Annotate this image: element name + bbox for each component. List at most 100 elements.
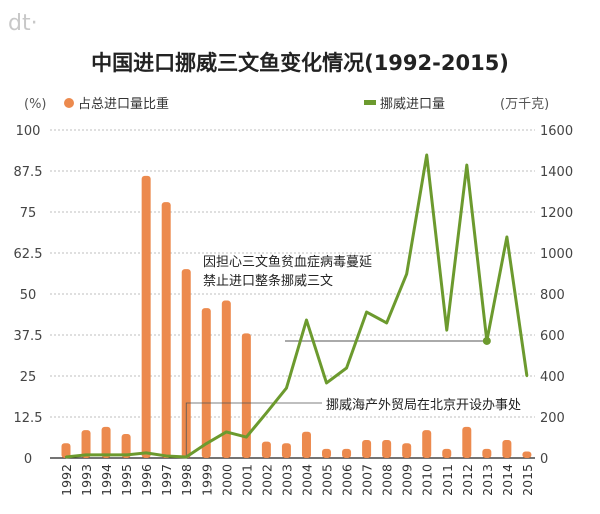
line-point-2002 [265,411,268,415]
bar-2015 [522,451,532,458]
left-tick-label: 100 [16,124,41,139]
line-point-1994 [104,453,108,457]
x-tick-label: 2012 [460,464,475,496]
line-point-2006 [345,366,348,370]
right-tick-label: 400 [540,370,565,385]
line-point-2013 [482,336,491,345]
x-tick-label: 2014 [500,464,515,496]
right-tick-label: 1600 [540,124,573,139]
line-point-2007 [365,310,368,314]
bar-1994 [101,426,111,458]
bar-2003 [281,443,291,458]
x-tick-label: 2004 [299,464,314,496]
bar-1998 [181,269,191,458]
bar-2002 [261,441,271,458]
line-point-2012 [465,163,468,167]
left-tick-label: 0 [24,452,32,467]
bar-2008 [382,439,392,458]
bar-1996 [141,175,151,459]
bar-2006 [342,448,352,458]
annotation-office: 挪威海产外贸局在北京开设办事处 [326,398,521,413]
line-point-2009 [405,272,408,276]
line-point-1999 [205,442,208,445]
left-tick-label: 37.5 [14,329,43,344]
x-tick-label: 1995 [119,464,134,496]
line-point-2011 [445,328,448,332]
x-tick-label: 2001 [239,464,254,496]
right-tick-label: 1400 [540,165,573,180]
line-point-1995 [124,453,128,457]
x-tick-label: 1994 [99,464,114,496]
annotation-ban-line2: 禁止进口整条挪威三文 [203,273,333,289]
right-tick-label: 1200 [540,206,573,221]
bar-2004 [301,431,311,458]
x-tick-label: 2008 [380,464,395,496]
x-tick-label: 2002 [259,464,274,496]
legend-line-swatch [364,100,376,105]
line-point-1992 [64,455,68,459]
import-volume-line [65,153,529,459]
logo: dt· [8,11,38,36]
x-tick-label: 2015 [520,464,535,496]
line-point-2000 [225,430,228,434]
annotation-line-office [185,402,322,458]
line-point-2014 [505,235,509,239]
left-tick-label: 75 [20,206,37,221]
x-tick-label: 2011 [440,464,455,496]
x-tick-label: 1996 [139,464,154,496]
bar-2011 [442,448,452,458]
bar-2014 [502,439,512,458]
x-tick-label: 2009 [400,464,415,496]
bar-2009 [402,443,412,458]
right-tick-label: 600 [540,329,565,344]
bar-2010 [422,430,432,458]
right-tick-label: 0 [540,452,548,467]
x-tick-label: 2013 [480,464,495,496]
left-tick-label: 25 [20,370,37,385]
right-axis-unit: (万千克) [500,97,549,112]
left-tick-label: 50 [20,288,37,303]
left-tick-label: 62.5 [14,247,43,262]
chart-title: 中国进口挪威三文鱼变化情况(1992-2015) [91,51,509,75]
x-tick-label: 2000 [219,464,234,496]
x-tick-label: 1997 [159,464,174,496]
line-point-1998 [185,455,188,459]
bar-2001 [241,333,251,458]
bar-2000 [221,300,231,458]
right-tick-label: 800 [540,288,565,303]
left-tick-label: 12.5 [14,411,43,426]
bar-1992 [61,443,71,458]
legend-bar-label: 占总进口量比重 [78,96,169,112]
x-tick-label: 1993 [79,464,94,496]
legend-line-label: 挪威进口量 [380,97,445,112]
line-point-2001 [245,435,248,439]
bar-1999 [201,308,211,458]
x-tick-label: 1998 [179,464,194,496]
x-tick-label: 2003 [279,464,294,496]
bar-1997 [161,202,171,458]
x-tick-label: 1999 [199,464,214,496]
bar-2005 [322,448,332,458]
line-point-2004 [305,318,308,322]
line-point-1997 [165,454,168,458]
left-tick-label: 87.5 [14,165,43,180]
line-point-1996 [144,451,148,455]
line-point-2003 [285,386,288,390]
x-tick-label: 2005 [320,464,335,496]
x-tick-label: 2007 [360,464,375,496]
x-tick-label: 2006 [340,464,355,496]
bar-1993 [81,430,91,458]
right-tick-label: 1000 [540,247,573,262]
bar-2012 [462,426,472,458]
left-axis-unit: (%) [24,97,47,112]
x-tick-label: 1992 [59,464,74,496]
bar-2013 [482,448,492,458]
bar-1995 [121,434,131,458]
line-point-2015 [525,374,529,378]
legend-bar-swatch [64,98,74,108]
line-point-1993 [84,453,88,457]
right-tick-label: 200 [540,411,565,426]
bar-2007 [362,439,372,458]
